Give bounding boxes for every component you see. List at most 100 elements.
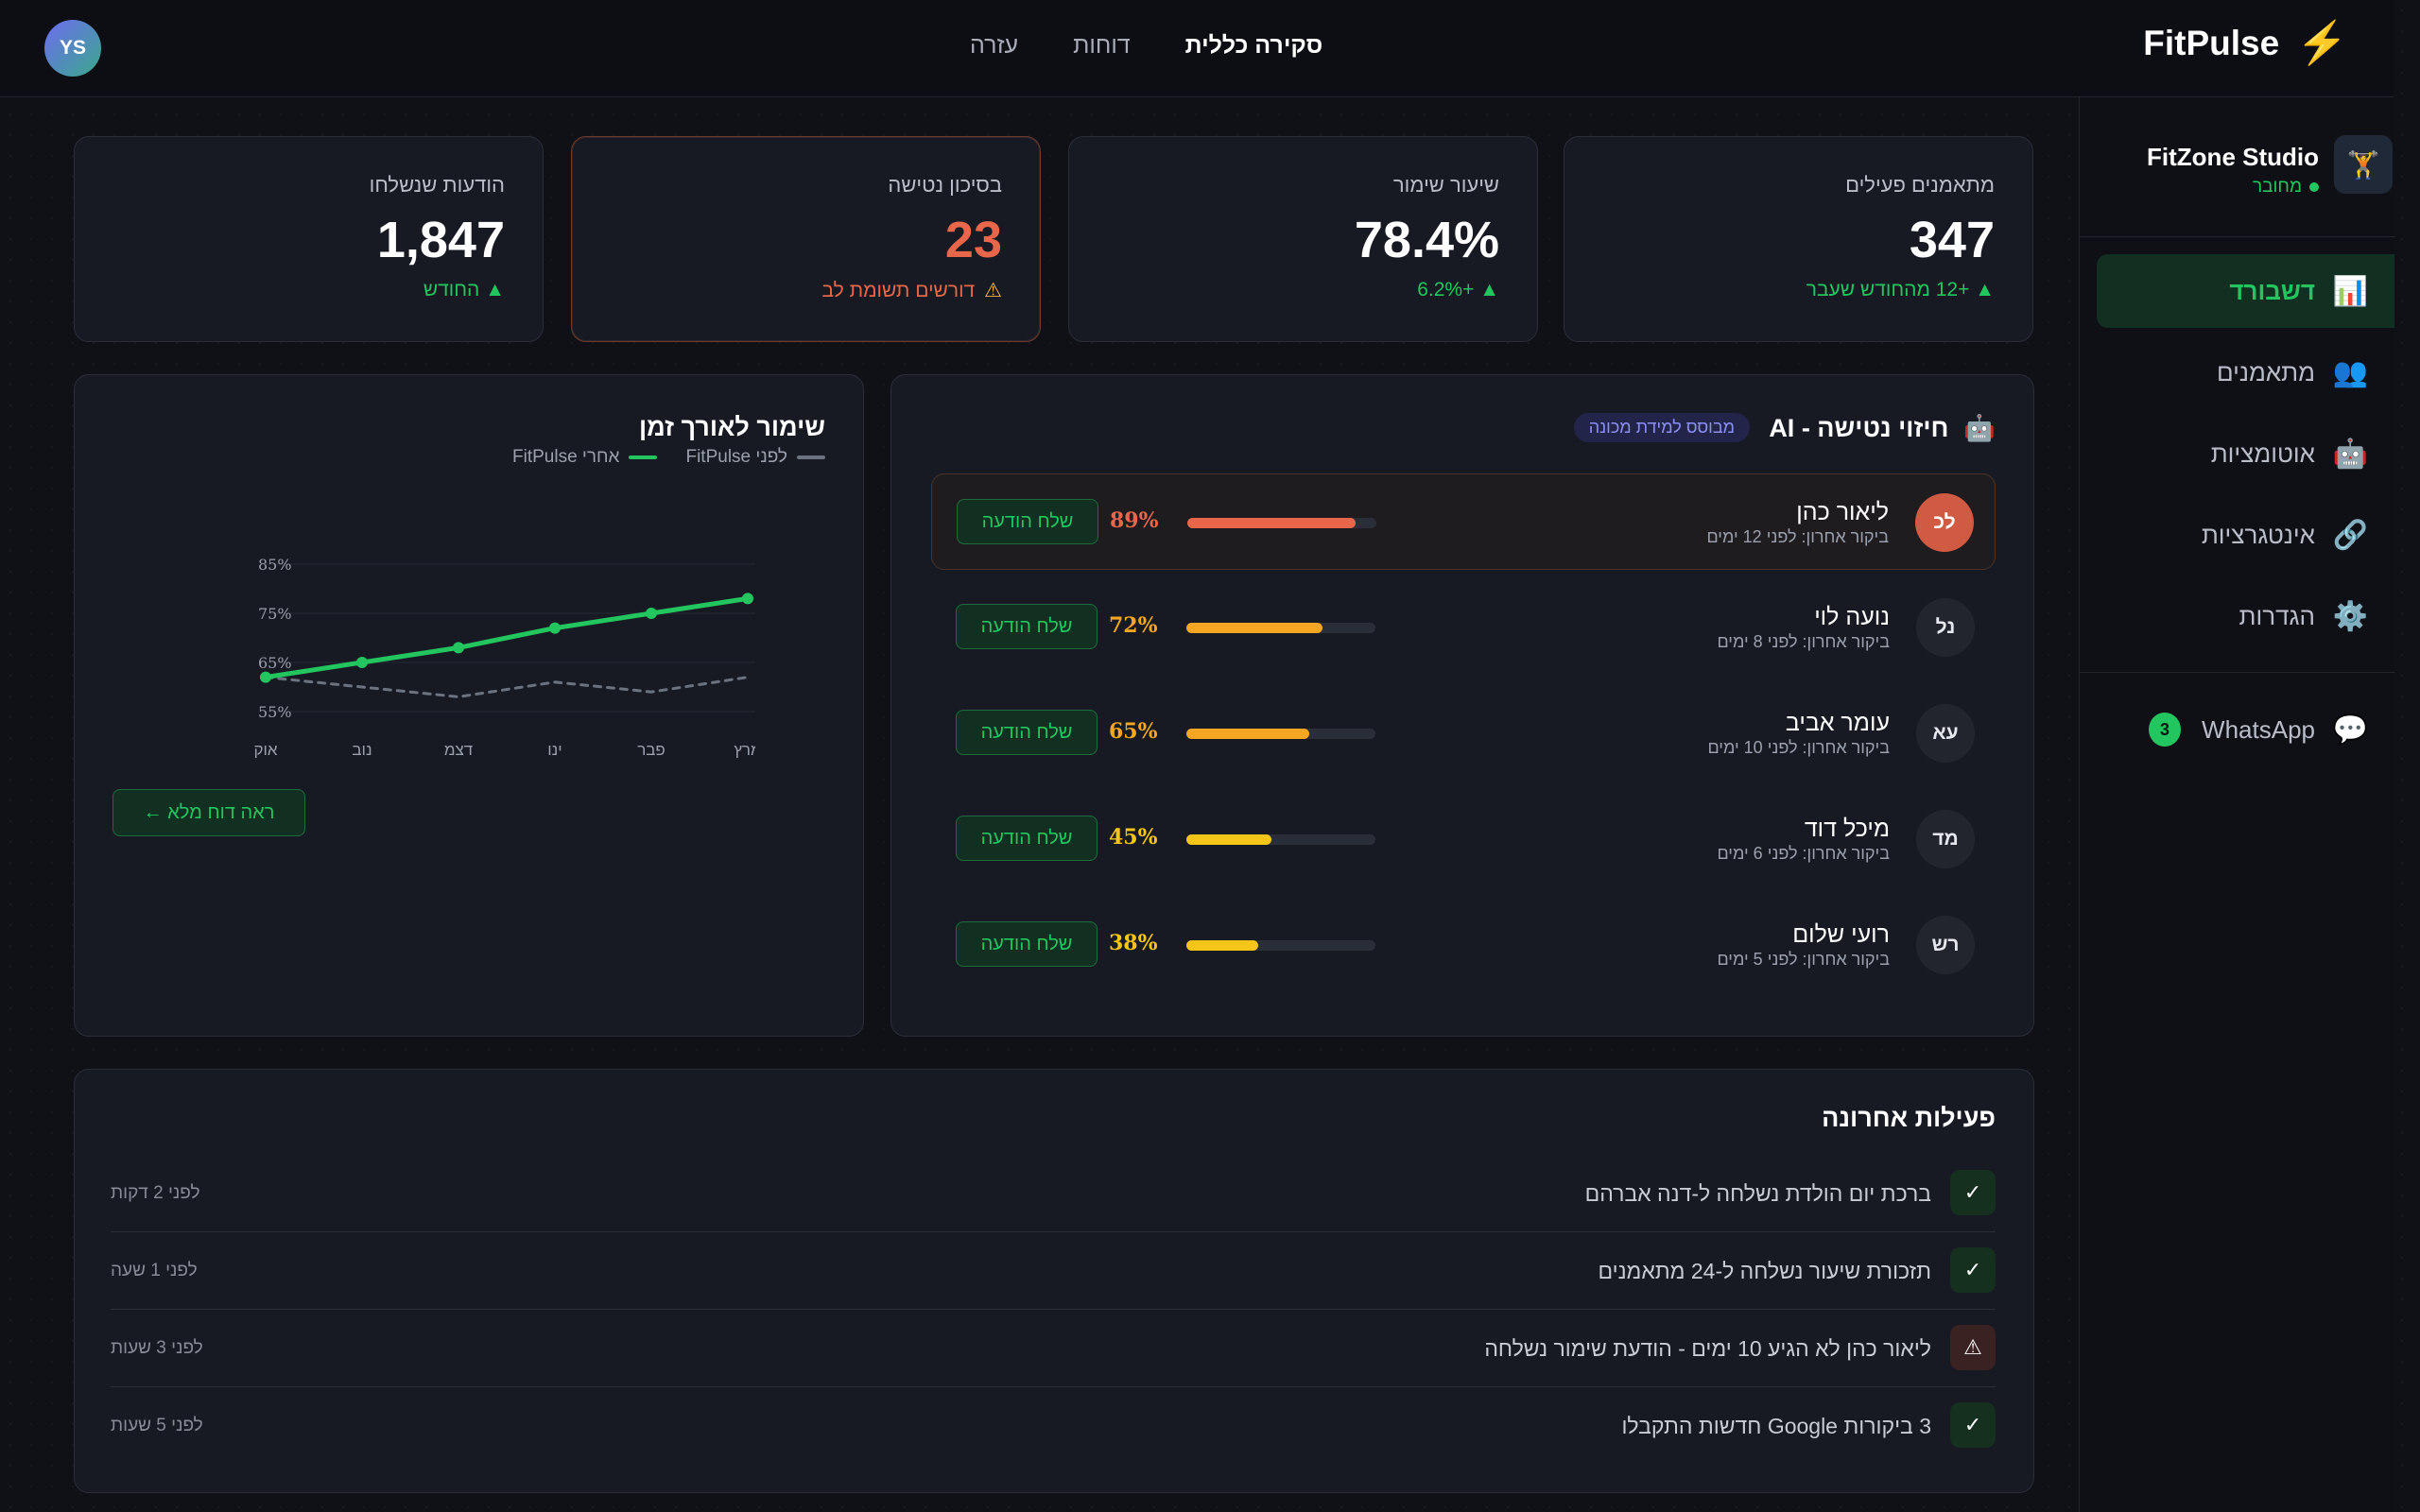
user-avatar[interactable]: YS — [44, 20, 101, 77]
nav-help[interactable]: עזרה — [970, 32, 1019, 59]
send-message-button[interactable]: שלח הודעה — [957, 499, 1098, 544]
checkmark-icon: ✓ — [1950, 1170, 1996, 1215]
connection-status: מחובר — [2253, 177, 2319, 198]
stat-trend: ⚠ דורשים תשומת לב — [822, 279, 1003, 302]
stat-card-retention-rate: שיעור שימור 78.4% ▲ +6.2% — [1068, 136, 1538, 342]
nav-overview[interactable]: סקירה כללית — [1184, 32, 1323, 59]
send-message-button[interactable]: שלח הודעה — [956, 921, 1098, 967]
dumbbell-icon: 🏋 — [2334, 135, 2393, 194]
x-tick-label: אוק — [253, 741, 277, 759]
stat-label: שיעור שימור — [1392, 173, 1499, 197]
last-visit: ביקור אחרון: לפני 6 ימים — [1717, 844, 1890, 863]
data-point — [742, 593, 753, 605]
full-report-button[interactable]: ראה דוח מלא ← — [112, 789, 305, 836]
x-tick-label: דצמ — [444, 741, 473, 759]
churn-row: רש רועי שלום ביקור אחרון: לפני 5 ימים 38% של… — [931, 897, 1996, 993]
stat-trend-label: דורשים תשומת לב — [821, 279, 976, 301]
speech-bubble-icon: 💬 — [2332, 713, 2368, 746]
top-bar: ⚡ FitPulse סקירה כללית דוחות עזרה YS — [0, 0, 2394, 97]
studio-info: 🏋 FitZone Studio מחובר — [2080, 135, 2394, 226]
risk-bar-fill — [1186, 623, 1322, 633]
churn-prediction-panel: 🤖 חיזוי נטישה - AI מבוסס למידת מכונה לכ ל… — [890, 374, 2034, 1037]
churn-row: מד מיכל דוד ביקור אחרון: לפני 6 ימים 45% שלח… — [931, 791, 1996, 887]
recent-activity-panel: פעילות אחרונה ✓ ברכת יום הולדת נשלחה ל-דנ… — [74, 1069, 2034, 1493]
stat-trend: ▲ +12 מהחודש שעבר — [1806, 279, 1995, 301]
sidebar-item-trainees[interactable]: 👥 מתאמנים — [2097, 335, 2394, 409]
y-tick-label: 85% — [258, 556, 292, 574]
stat-value: 347 — [1909, 212, 1995, 268]
activity-row: ✓ ברכת יום הולדת נשלחה ל-דנה אברהם לפני 2 … — [111, 1155, 1996, 1232]
avatar: לכ — [1915, 493, 1974, 552]
sidebar-item-integrations[interactable]: 🔗 אינטגרציות — [2097, 498, 2394, 572]
y-tick-label: 65% — [258, 654, 292, 672]
robot-icon: 🤖 — [2332, 438, 2368, 470]
avatar: רש — [1916, 916, 1975, 974]
brand[interactable]: ⚡ FitPulse — [2143, 23, 2348, 64]
sidebar-item-label: הגדרות — [2238, 601, 2316, 630]
x-tick-label: מרץ — [734, 741, 755, 759]
sidebar-item-label: אינטגרציות — [2201, 520, 2315, 549]
sidebar-item-dashboard[interactable]: 📊 דשבורד — [2097, 254, 2394, 328]
legend-item-before: לפני FitPulse — [685, 447, 825, 468]
series-line-after — [263, 595, 751, 680]
data-point — [549, 622, 561, 634]
brand-name: FitPulse — [2143, 24, 2280, 62]
send-message-button[interactable]: שלח הודעה — [956, 710, 1098, 755]
sidebar-item-label: WhatsApp — [2202, 714, 2315, 744]
connection-status-label: מחובר — [2252, 177, 2302, 197]
link-icon: 🔗 — [2332, 519, 2368, 551]
sidebar-divider — [2080, 236, 2394, 237]
studio-name: FitZone Studio — [2147, 143, 2319, 171]
trainee-name: ליאור כהן — [1796, 499, 1889, 525]
avatar: נל — [1916, 598, 1975, 657]
last-visit: ביקור אחרון: לפני 8 ימים — [1717, 632, 1890, 651]
legend-item-after: אחרי FitPulse — [512, 447, 658, 468]
activity-time: לפני 1 שעה — [111, 1261, 198, 1280]
churn-title: חיזוי נטישה - AI — [1769, 413, 1949, 442]
send-message-button[interactable]: שלח הודעה — [956, 816, 1098, 861]
stat-value: 23 — [944, 212, 1002, 268]
stat-card-active-trainees: מתאמנים פעילים 347 ▲ +12 מהחודש שעבר — [1564, 136, 2033, 342]
sidebar-item-settings[interactable]: ⚙️ הגדרות — [2097, 579, 2394, 653]
risk-bar-fill — [1186, 940, 1258, 951]
legend-label: לפני FitPulse — [685, 447, 787, 467]
stat-label: הודעות שנשלחו — [369, 173, 505, 197]
activity-text: ליאור כהן לא הגיע 10 ימים - הודעת שימור … — [1484, 1336, 1931, 1361]
activity-row: ✓ תזכורת שיעור נשלחה ל-24 מתאמנים לפני 1 ש… — [111, 1232, 1996, 1310]
data-point — [646, 608, 657, 619]
activity-row: ⚠ ליאור כהן לא הגיע 10 ימים - הודעת שימור… — [111, 1310, 1996, 1387]
send-message-button[interactable]: שלח הודעה — [956, 604, 1098, 649]
nav-reports[interactable]: דוחות — [1073, 32, 1131, 59]
activity-time: לפני 2 דקות — [111, 1183, 200, 1203]
gear-icon: ⚙️ — [2332, 600, 2368, 632]
activity-time: לפני 3 שעות — [111, 1338, 203, 1358]
activity-text: תזכורת שיעור נשלחה ל-24 מתאמנים — [1598, 1259, 1931, 1283]
risk-percent: 65% — [1109, 719, 1158, 744]
churn-row: לכ ליאור כהן ביקור אחרון: לפני 12 ימים 89% ש… — [931, 473, 1996, 570]
y-tick-label: 75% — [258, 605, 292, 623]
whatsapp-count-badge: 3 — [2149, 713, 2182, 747]
sidebar-item-label: דשבורד — [2229, 276, 2315, 305]
warning-icon: ⚠ — [1950, 1325, 1996, 1370]
activity-text: 3 ביקורות Google חדשות התקבלו — [1621, 1414, 1931, 1438]
last-visit: ביקור אחרון: לפני 10 ימים — [1707, 738, 1890, 757]
legend-label: אחרי FitPulse — [512, 447, 620, 467]
stat-label: מתאמנים פעילים — [1845, 173, 1995, 197]
sidebar-item-label: אוטומציות — [2210, 438, 2315, 468]
stat-value: 1,847 — [376, 212, 505, 268]
sidebar-item-label: מתאמנים — [2217, 357, 2315, 387]
avatar: מד — [1916, 810, 1975, 868]
activity-time: לפני 5 שעות — [111, 1416, 203, 1435]
retention-chart-panel: שימור לאורך זמן לפני FitPulse אחרי FitPu… — [74, 374, 864, 1037]
stat-trend: ▲ החודש — [423, 279, 505, 301]
risk-bar — [1186, 623, 1375, 633]
y-tick-label: 55% — [258, 703, 292, 721]
risk-percent: 45% — [1109, 825, 1158, 850]
risk-percent: 72% — [1109, 613, 1158, 638]
churn-row: נל נועה לוי ביקור אחרון: לפני 8 ימים 72% שלח… — [931, 579, 1996, 676]
legend-swatch — [797, 455, 825, 459]
sidebar-item-whatsapp[interactable]: 💬 WhatsApp 3 — [2097, 693, 2394, 766]
top-nav: סקירה כללית דוחות עזרה — [970, 32, 1322, 60]
sidebar-item-automations[interactable]: 🤖 אוטומציות — [2097, 417, 2394, 490]
risk-bar — [1187, 518, 1376, 528]
